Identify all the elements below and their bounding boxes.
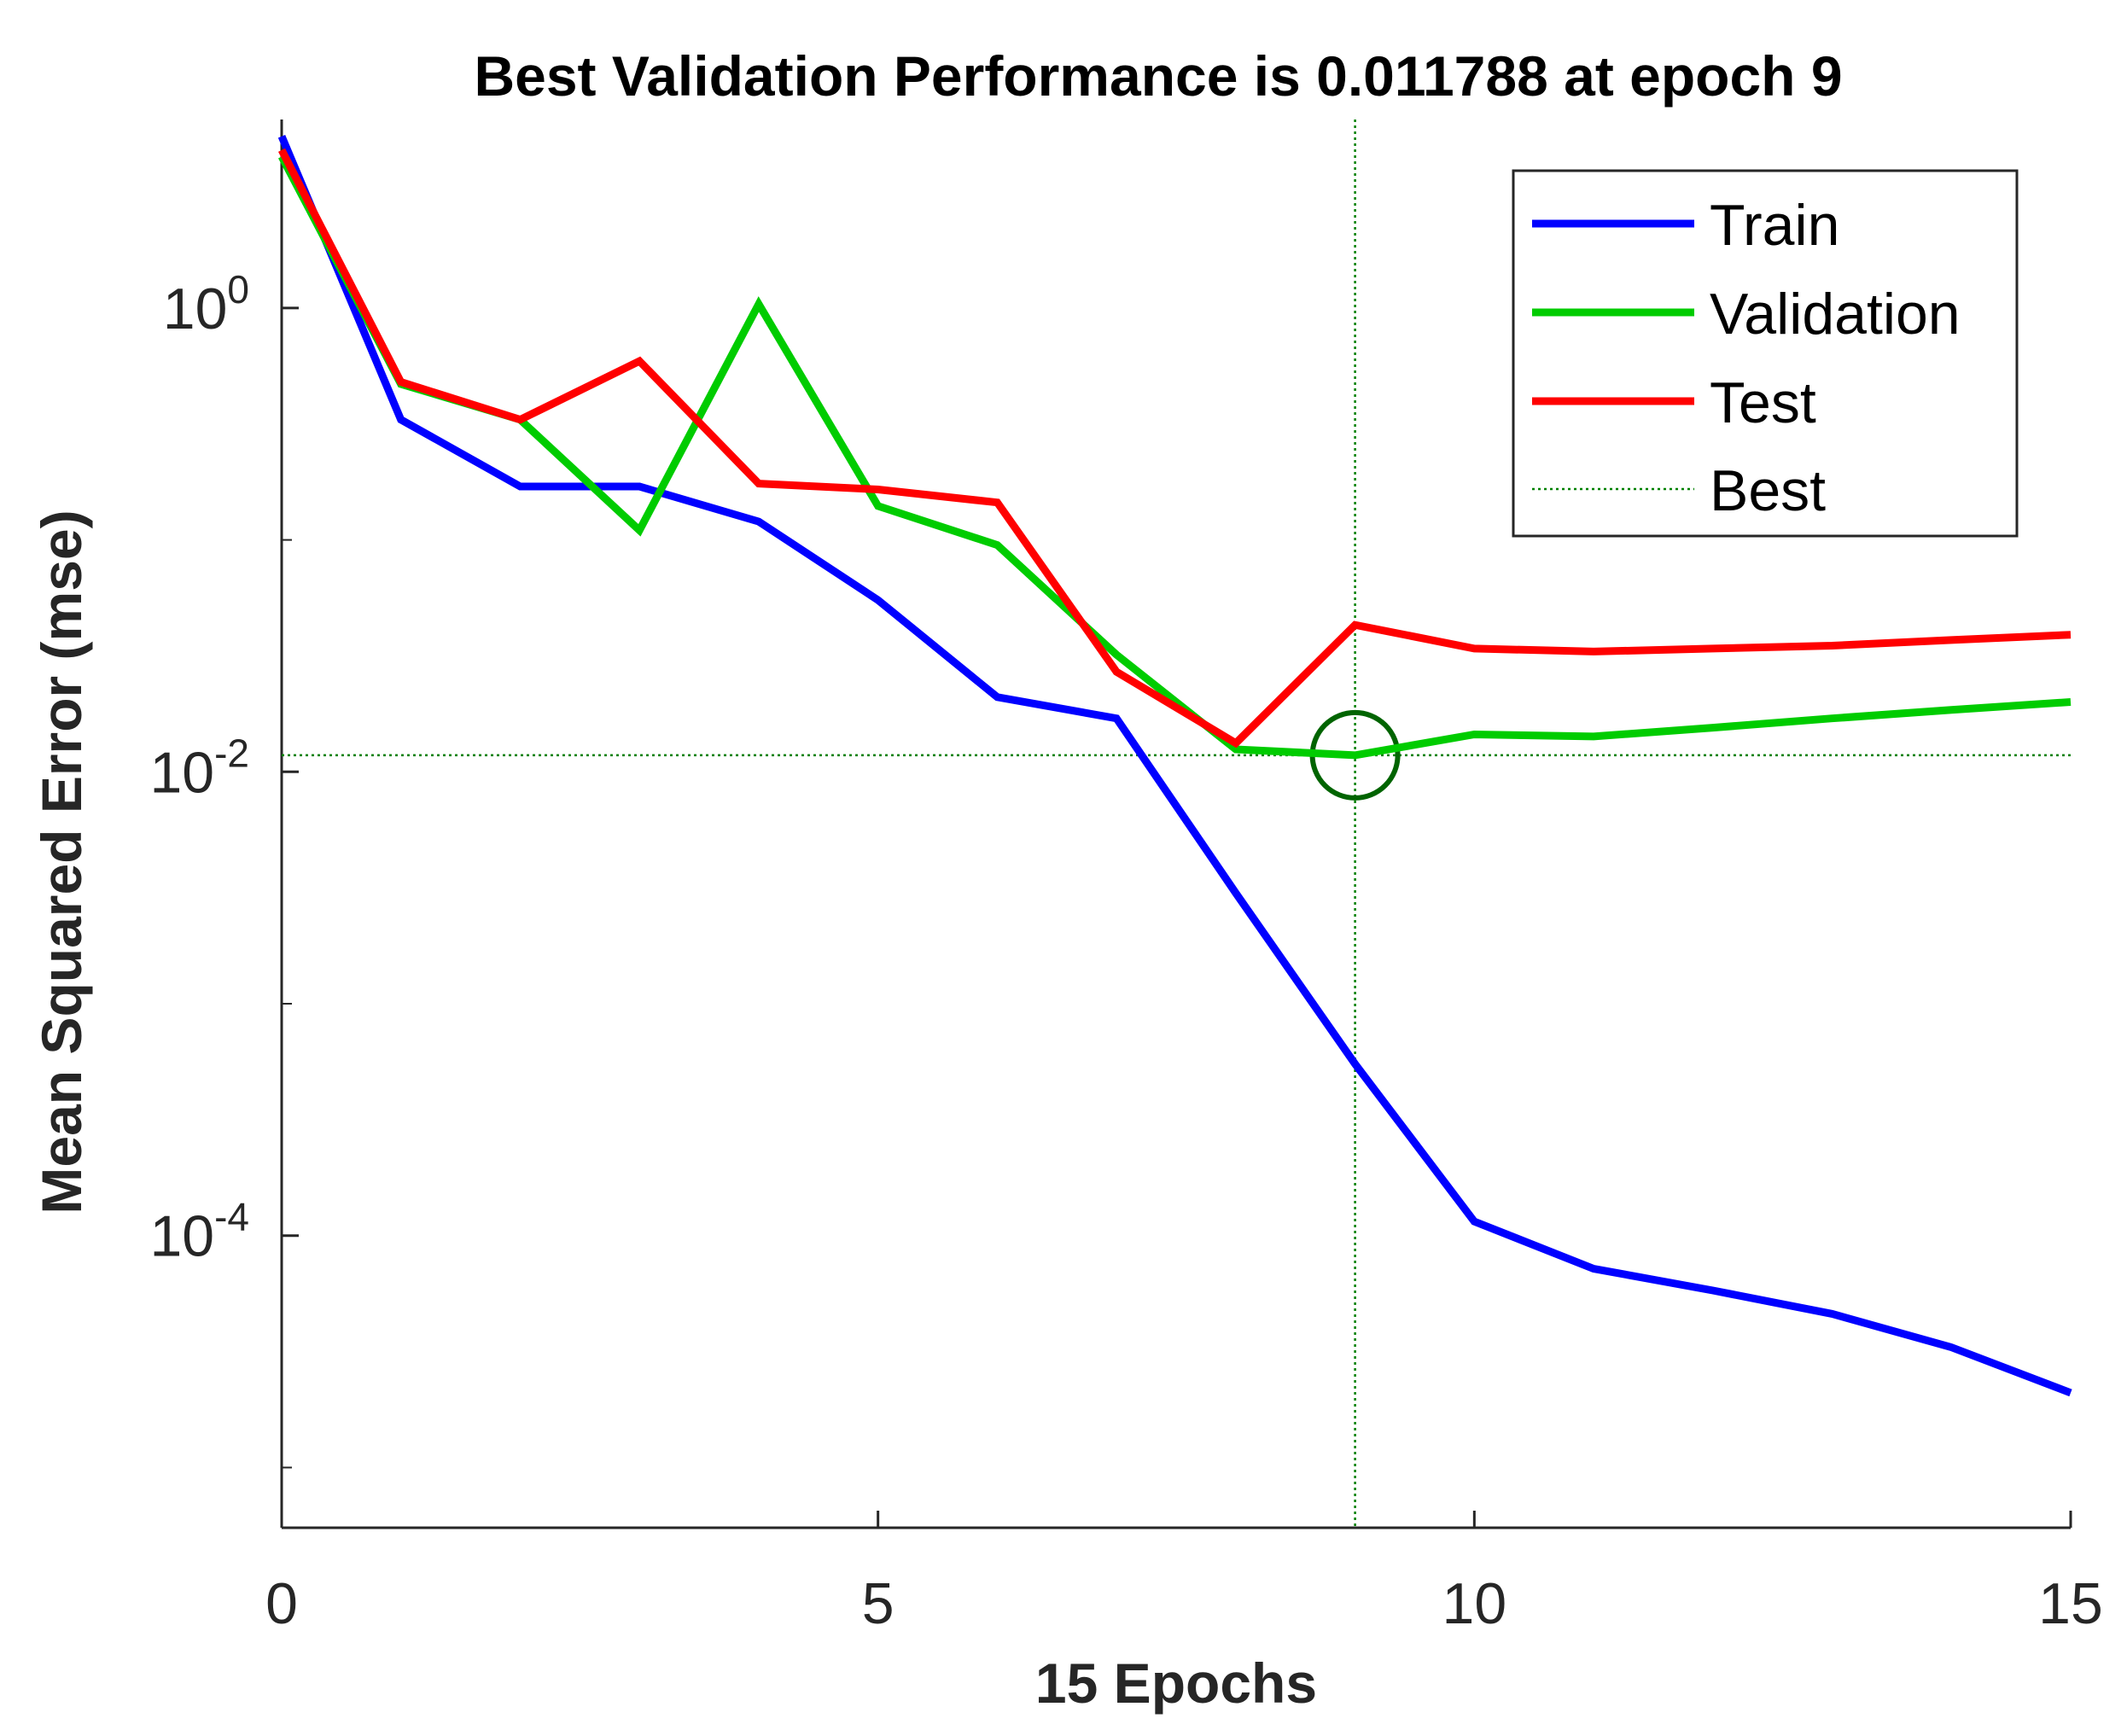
x-tick-label: 0: [265, 1571, 298, 1636]
chart-title: Best Validation Performance is 0.011788 …: [474, 44, 1842, 108]
series-line-train: [277, 134, 2072, 1397]
y-tick-label: 100: [163, 267, 249, 341]
x-tick-label: 15: [2038, 1571, 2103, 1636]
y-tick-label: 10-2: [149, 731, 249, 805]
series-line-validation: [278, 154, 2072, 760]
legend-label-validation: Validation: [1710, 282, 1961, 347]
legend-label-train: Train: [1710, 193, 1839, 258]
legend-label-best: Best: [1710, 458, 1826, 523]
ticks: 0 5 10 15 100 10-2 10-4: [149, 267, 2102, 1636]
y-tick-label: 10-4: [149, 1195, 249, 1269]
x-tick-label: 10: [1442, 1571, 1507, 1636]
y-axis-label: Mean Squared Error (mse): [30, 510, 93, 1214]
x-tick-label: 5: [862, 1571, 895, 1636]
legend-label-test: Test: [1710, 370, 1816, 435]
legend-box: [1512, 169, 2019, 538]
series-lines: [277, 134, 2072, 1397]
series-line-test: [277, 148, 2072, 749]
legend: Train Validation Test Best: [1512, 169, 2019, 538]
axes: [280, 119, 2071, 1529]
x-axis-label: 15 Epochs: [1035, 1652, 1317, 1715]
